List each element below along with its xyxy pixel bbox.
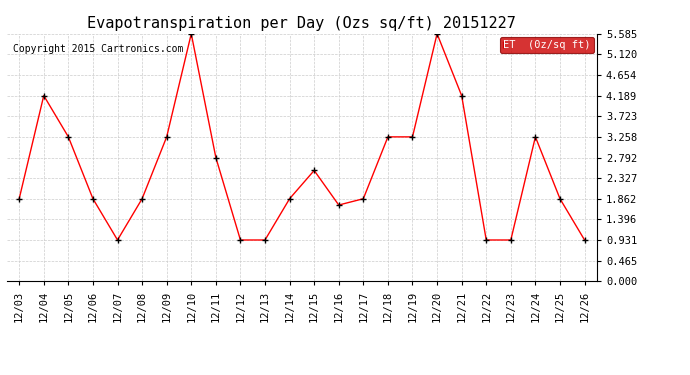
- Text: Copyright 2015 Cartronics.com: Copyright 2015 Cartronics.com: [13, 44, 183, 54]
- Title: Evapotranspiration per Day (Ozs sq/ft) 20151227: Evapotranspiration per Day (Ozs sq/ft) 2…: [88, 16, 516, 31]
- Legend: ET  (0z/sq ft): ET (0z/sq ft): [500, 37, 593, 53]
